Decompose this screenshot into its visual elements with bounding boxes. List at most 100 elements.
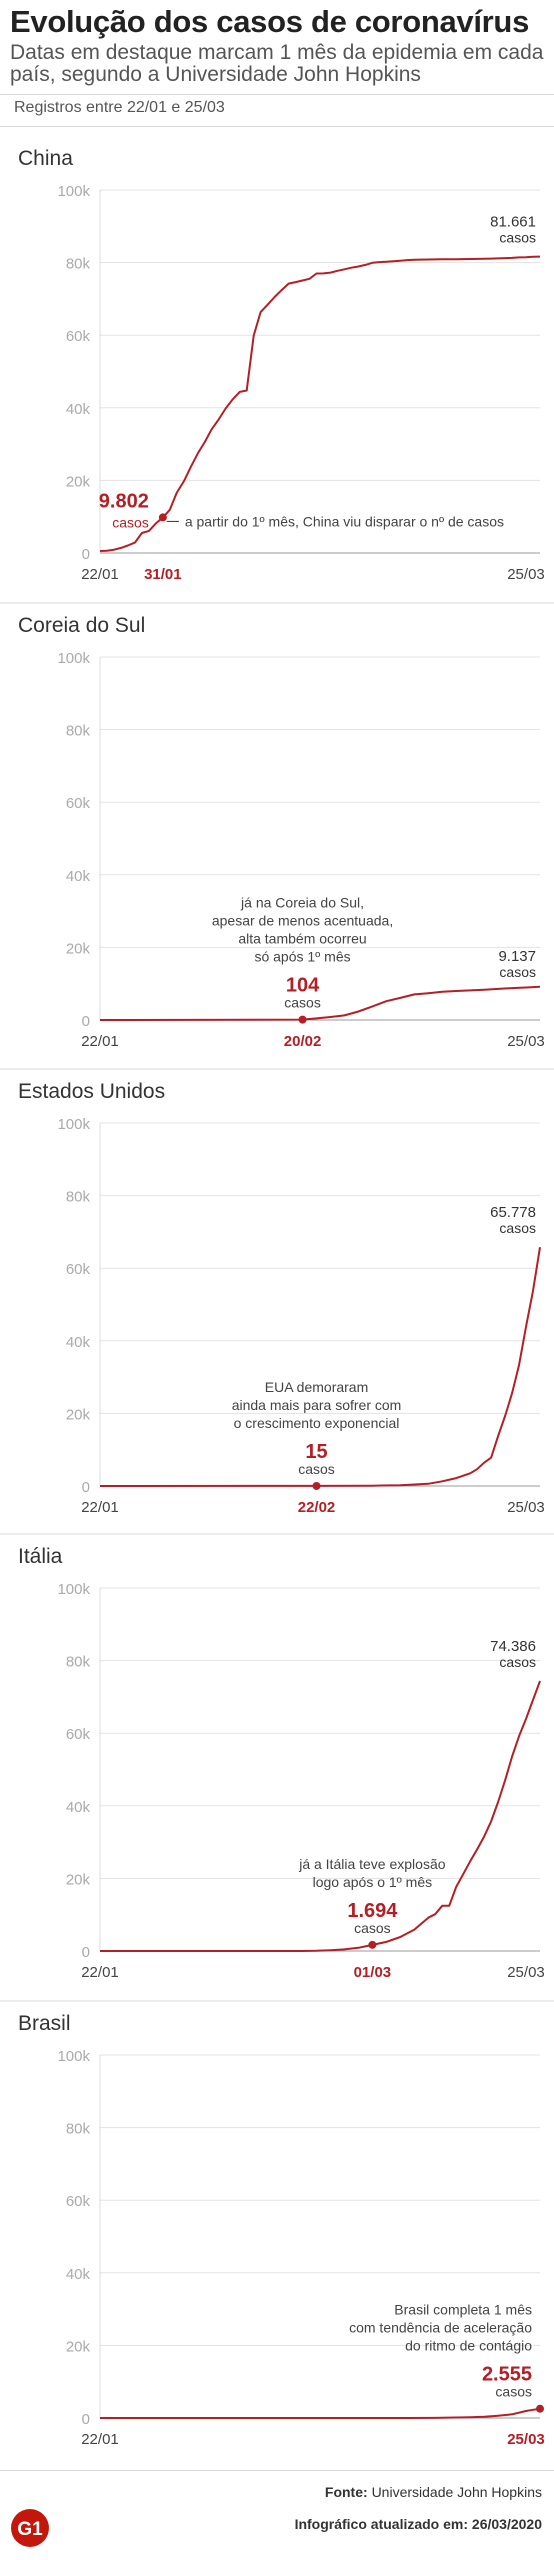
x-start-label: 22/01 (81, 1964, 119, 1981)
y-tick-label: 20k (66, 1406, 91, 1423)
series-line (100, 2407, 541, 2419)
y-tick-label: 0 (82, 1944, 90, 1961)
y-tick-label: 0 (82, 1013, 90, 1030)
highlight-date: 01/03 (354, 1964, 392, 1981)
final-unit: casos (499, 1654, 536, 1670)
y-tick-label: 40k (66, 401, 91, 418)
highlight-point (298, 1015, 307, 1024)
highlight-point (368, 1940, 377, 1949)
y-tick-label: 0 (82, 546, 90, 563)
highlight-value: 2.555 (482, 2364, 532, 2386)
y-tick-label: 100k (57, 183, 90, 200)
annotation-line: ainda mais para sofrer com (232, 1397, 402, 1413)
final-value: 9.137 (498, 948, 536, 965)
period-label: Registros entre 22/01 e 25/03 (14, 99, 225, 116)
highlight-point (158, 513, 167, 522)
y-tick-label: 100k (57, 1116, 90, 1133)
annotation-line: Brasil completa 1 mês (394, 2302, 532, 2318)
series-line (99, 985, 541, 1021)
annotation-line: já a Itália teve explosão (298, 1856, 446, 1872)
y-tick-label: 20k (66, 940, 91, 957)
source-label: Fonte: (324, 2484, 368, 2500)
highlight-unit: casos (354, 1920, 391, 1936)
highlight-value: 9.802 (99, 490, 149, 512)
annotation-line: EUA demoraram (265, 1379, 368, 1395)
period-divider (0, 126, 554, 127)
y-tick-label: 100k (57, 650, 90, 667)
y-tick-label: 80k (66, 723, 91, 740)
y-tick-label: 0 (82, 2411, 90, 2428)
y-tick-label: 40k (66, 1334, 91, 1351)
g1-logo-text: G1 (17, 2519, 43, 2540)
highlight-unit: casos (298, 1461, 335, 1477)
series-line (100, 1680, 541, 1952)
y-tick-label: 60k (66, 1261, 91, 1278)
final-unit: casos (499, 1220, 536, 1236)
y-tick-label: 60k (66, 795, 91, 812)
annotation-line: alta também ocorreu (238, 931, 366, 947)
y-tick-label: 80k (66, 1654, 91, 1671)
updated-line: Infográfico atualizado em: 26/03/2020 (295, 2516, 542, 2532)
y-tick-label: 80k (66, 1189, 91, 1206)
x-end-label: 25/03 (507, 1499, 545, 1516)
annotation-line: com tendência de aceleração (349, 2320, 532, 2336)
annotation-line: a partir do 1º mês, China viu disparar o… (185, 513, 504, 529)
y-tick-label: 80k (66, 256, 91, 273)
y-tick-label: 0 (82, 1479, 90, 1496)
y-tick-label: 80k (66, 2121, 91, 2138)
y-tick-label: 40k (66, 2266, 91, 2283)
y-tick-label: 60k (66, 328, 91, 345)
highlight-value: 15 (305, 1441, 327, 1463)
highlight-value: 104 (286, 975, 320, 997)
page-subtitle: Datas em destaque marcam 1 mês da epidem… (10, 41, 544, 86)
final-value: 74.386 (490, 1638, 536, 1655)
chart-brasil: Brasil 0 20k 40k 60k 80k 100k 22/01 25/03 Brasil … (0, 2000, 554, 2448)
highlight-point (536, 2404, 544, 2413)
chart-title: Coreia do Sul (18, 614, 145, 637)
y-tick-label: 60k (66, 2193, 91, 2210)
final-value: 65.778 (490, 1204, 536, 1221)
highlight-value: 1.694 (347, 1900, 398, 1922)
updated-value: 26/03/2020 (471, 2516, 542, 2532)
chart-coreia-do-sul: Coreia do Sul 0 20k 40k 60k 80k 100k 22/01 25/03… (0, 602, 554, 1050)
x-end-label: 25/03 (507, 1033, 545, 1050)
y-tick-label: 40k (66, 868, 91, 885)
footer-divider (0, 2470, 554, 2471)
y-tick-label: 100k (57, 1581, 90, 1598)
chart-title: China (18, 147, 73, 170)
x-start-label: 22/01 (81, 1033, 119, 1050)
y-tick-label: 20k (66, 2338, 91, 2355)
final-unit: casos (499, 230, 536, 246)
chart-title: Brasil (18, 2012, 71, 2035)
annotation-line: logo após o 1º mês (313, 1874, 433, 1890)
chart-italia: Itália 0 20k 40k 60k 80k 100k 22/01 25/03 01/03 já… (0, 1533, 554, 1981)
g1-logo-circle (11, 2509, 49, 2547)
y-tick-label: 20k (66, 473, 91, 490)
highlight-date: 31/01 (144, 566, 182, 583)
highlight-date: 22/02 (298, 1499, 336, 1516)
series-line (99, 255, 541, 552)
series-line (99, 1247, 541, 1487)
header-divider (0, 94, 554, 95)
annotation-line: só após 1º mês (254, 949, 350, 965)
source-line: Fonte: Universidade John Hopkins (325, 2484, 542, 2500)
source-value: Universidade John Hopkins (371, 2484, 542, 2500)
x-start-label: 22/01 (81, 566, 119, 583)
highlight-date: 25/03 (507, 2431, 545, 2448)
y-tick-label: 100k (57, 2048, 90, 2065)
y-tick-label: 40k (66, 1799, 91, 1816)
page-title: Evolução dos casos de coronavírus (10, 4, 530, 39)
g1-logo: G1 (11, 2509, 49, 2547)
highlight-unit: casos (495, 2384, 532, 2400)
chart-title: Itália (18, 1545, 63, 1568)
y-tick-label: 20k (66, 1871, 91, 1888)
x-end-label: 25/03 (507, 1964, 545, 1981)
annotation-line: apesar de menos acentuada, (212, 913, 393, 929)
annotation-line: já na Coreia do Sul, (240, 895, 364, 911)
final-unit: casos (499, 964, 536, 980)
chart-title: Estados Unidos (18, 1080, 165, 1103)
y-tick-label: 60k (66, 1726, 91, 1743)
x-start-label: 22/01 (81, 1499, 119, 1516)
chart-china: China 0 20k 40k 60k 80k 100k 22/01 25/03 31/01 9.8… (18, 147, 545, 583)
highlight-date: 20/02 (284, 1033, 322, 1050)
